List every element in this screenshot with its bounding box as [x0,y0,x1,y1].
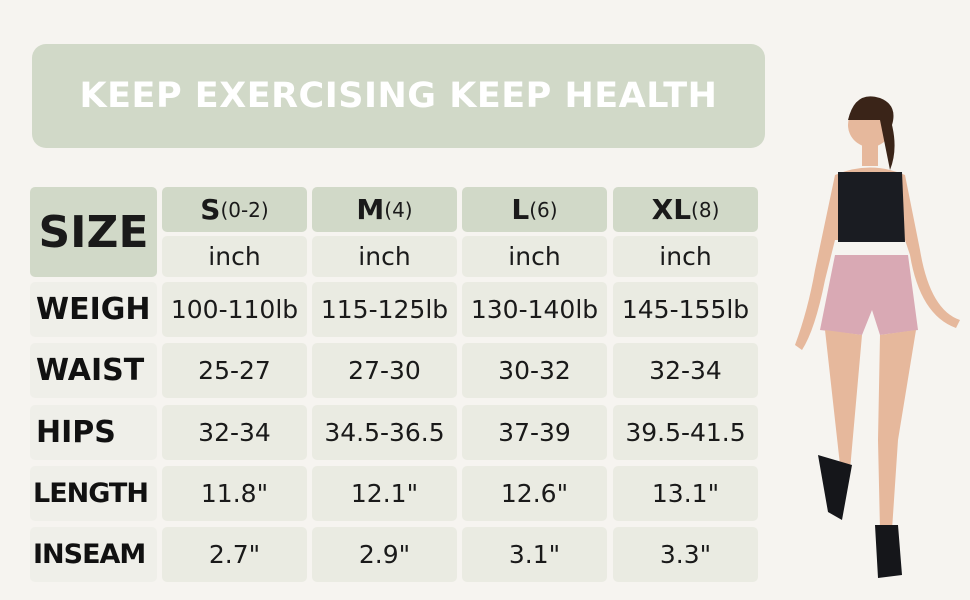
table-cell: 2.9" [312,527,457,582]
row-label-hips: HIPS [30,405,157,460]
table-cell: 34.5-36.5 [312,405,457,460]
model-shorts [820,255,918,335]
size-header-m: M (4) [312,187,457,232]
size-header-l: L (6) [462,187,607,232]
unit-cell: inch [162,236,307,277]
table-cell: 25-27 [162,343,307,398]
table-cell: 130-140lb [462,282,607,337]
row-label-weigh: WEIGH [30,282,157,337]
table-cell: 37-39 [462,405,607,460]
row-label-waist: WAIST [30,343,157,398]
size-label: M [356,193,385,226]
table-cell: 11.8" [162,466,307,521]
table-cell: 100-110lb [162,282,307,337]
size-label: L [511,193,530,226]
size-range: (8) [691,197,720,222]
size-label: S [200,193,221,226]
table-cell: 27-30 [312,343,457,398]
unit-cell: inch [613,236,758,277]
size-range: (4) [384,197,413,222]
size-header-s: S (0-2) [162,187,307,232]
table-cell: 2.7" [162,527,307,582]
table-cell: 39.5-41.5 [613,405,758,460]
model-legs [825,330,916,530]
table-cell: 12.6" [462,466,607,521]
table-cell: 3.1" [462,527,607,582]
size-corner-cell: SIZE [30,187,157,277]
model-hair [848,96,895,170]
title-banner: KEEP EXERCISING KEEP HEALTH [32,44,765,148]
table-cell: 32-34 [613,343,758,398]
model-shoes [818,455,902,578]
size-range: (6) [529,197,558,222]
table-cell: 145-155lb [613,282,758,337]
model-photo [795,96,960,578]
size-range: (0-2) [220,197,269,222]
model-arms [795,167,960,350]
unit-cell: inch [312,236,457,277]
table-cell: 13.1" [613,466,758,521]
table-cell: 3.3" [613,527,758,582]
table-cell: 32-34 [162,405,307,460]
model-top [838,172,905,242]
size-label: XL [651,193,692,226]
table-cell: 30-32 [462,343,607,398]
table-cell: 115-125lb [312,282,457,337]
size-header-xl: XL (8) [613,187,758,232]
row-label-length: LENGTH [30,466,157,521]
unit-cell: inch [462,236,607,277]
banner-title: KEEP EXERCISING KEEP HEALTH [79,76,718,116]
table-cell: 12.1" [312,466,457,521]
row-label-inseam: INSEAM [30,527,157,582]
